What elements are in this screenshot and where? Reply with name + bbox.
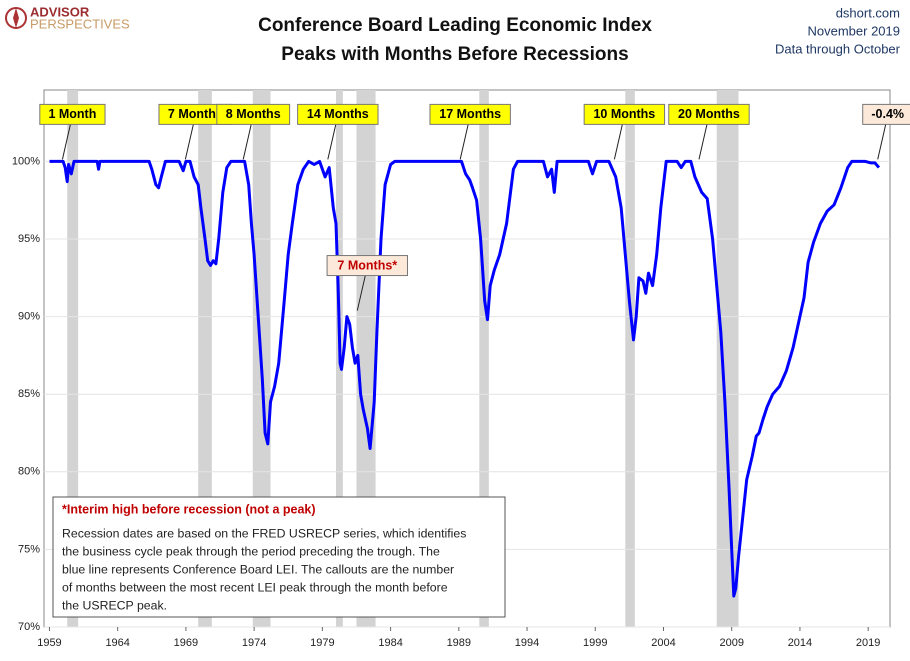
notes-frame: [52, 496, 506, 618]
notes-line: of months between the most recent LEI pe…: [62, 580, 448, 594]
notes-line: the business cycle peak through the peri…: [62, 544, 440, 558]
y-tick-label: 70%: [18, 621, 40, 633]
callout-box: [326, 255, 408, 277]
chart-title: Conference Board Leading Economic Index: [258, 15, 652, 36]
notes-line: blue line represents Conference Board LE…: [62, 562, 454, 576]
x-tick-label: 1959: [37, 637, 61, 649]
x-tick-label: 1964: [105, 637, 129, 649]
callout-pointer: [61, 124, 71, 160]
y-tick-label: 75%: [18, 543, 40, 555]
site: dshort.com: [836, 5, 900, 20]
callout-pointer: [242, 124, 252, 160]
logo-top: ADVISOR: [30, 4, 90, 19]
recession-band: [625, 90, 635, 627]
callout-box: [668, 103, 750, 125]
x-tick-label: 2019: [856, 637, 880, 649]
callout-pointer: [356, 275, 366, 311]
x-tick-label: 2014: [788, 637, 812, 649]
callout-pointer: [327, 124, 337, 160]
callout-label: 7 Months*: [337, 258, 397, 272]
date: November 2019: [808, 23, 901, 38]
callout-pointer: [184, 124, 194, 160]
recession-band: [67, 90, 79, 627]
data-through: Data through October: [775, 41, 901, 56]
notes-box: *Interim high before recession (not a pe…: [52, 496, 506, 618]
callout-label: 20 Months: [678, 107, 740, 121]
callout-pointer: [613, 124, 623, 160]
callout-box: [583, 103, 666, 125]
y-tick-label: 85%: [18, 388, 40, 400]
callout-box: [297, 103, 379, 125]
callout-box: [216, 103, 291, 125]
callout-label: 14 Months: [307, 107, 369, 121]
callout-box: [862, 103, 910, 125]
x-tick-label: 2004: [651, 637, 675, 649]
callout-box: [429, 103, 511, 125]
x-tick-label: 2009: [719, 637, 743, 649]
x-tick-label: 1984: [378, 637, 402, 649]
callout-label: 8 Months: [226, 107, 281, 121]
y-tick-label: 95%: [18, 233, 40, 245]
notes-line: Recession dates are based on the FRED US…: [62, 526, 466, 540]
x-tick-label: 1974: [242, 637, 266, 649]
callout-label: 17 Months: [439, 107, 501, 121]
recession-band: [356, 90, 376, 627]
callout-pointer: [698, 124, 708, 160]
notes-line: the USRECP peak.: [62, 598, 167, 612]
recession-band: [716, 90, 739, 627]
y-tick-label: 90%: [18, 311, 40, 323]
x-tick-label: 1989: [447, 637, 471, 649]
callout-label: -0.4%: [871, 107, 904, 121]
callout-box: [39, 103, 106, 125]
recession-band: [479, 90, 489, 627]
notes-heading: *Interim high before recession (not a pe…: [62, 502, 316, 516]
x-tick-label: 1979: [310, 637, 334, 649]
chart-subtitle: Peaks with Months Before Recessions: [281, 44, 628, 65]
y-tick-label: 80%: [18, 466, 40, 478]
x-tick-label: 1999: [583, 637, 607, 649]
logo-bottom: PERSPECTIVES: [30, 16, 130, 31]
callout-label: 10 Months: [593, 107, 655, 121]
x-tick-label: 1969: [174, 637, 198, 649]
logo-needle: [13, 8, 19, 28]
x-tick-label: 1994: [515, 637, 539, 649]
callout-pointer: [877, 124, 887, 160]
callout-pointer: [459, 124, 469, 160]
callout-label: 7 Months: [168, 107, 223, 121]
lei-line: [49, 159, 881, 598]
y-tick-label: 100%: [12, 155, 40, 167]
callout-label: 1 Month: [48, 107, 96, 121]
